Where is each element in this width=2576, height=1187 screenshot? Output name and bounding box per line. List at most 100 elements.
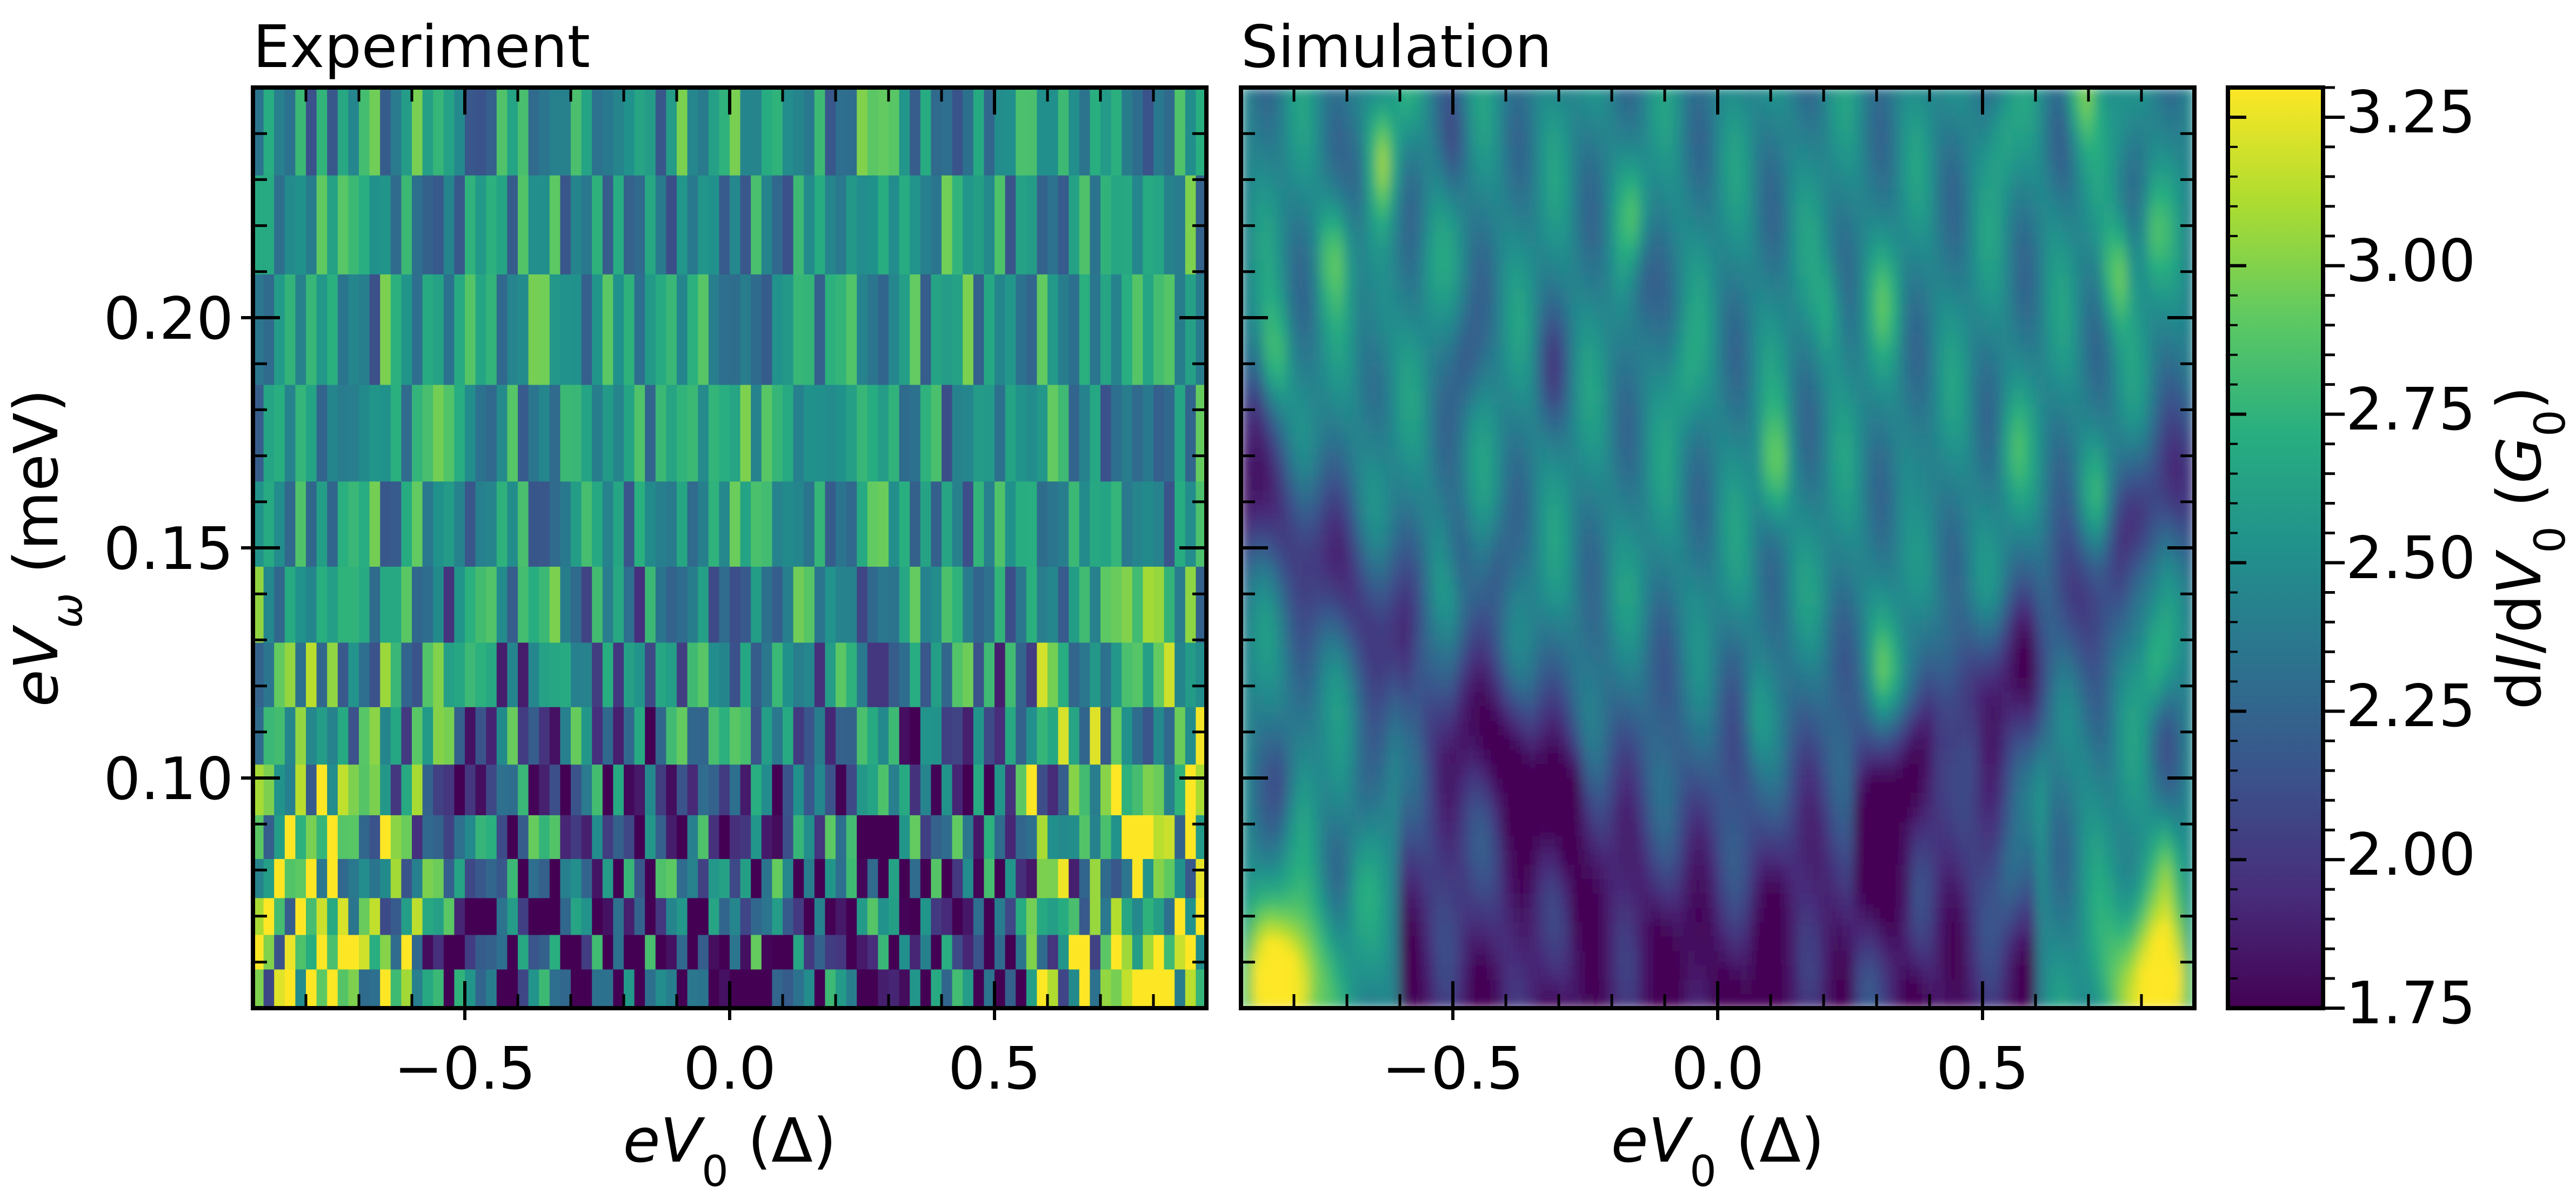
simulation-cell	[2058, 663, 2070, 678]
simulation-cell	[1423, 778, 1434, 793]
simulation-cell	[1933, 663, 1945, 678]
experiment-cell	[634, 481, 645, 567]
simulation-cell	[1752, 591, 1764, 606]
simulation-cell	[1820, 720, 1832, 735]
simulation-cell	[1684, 548, 1696, 563]
simulation-cell	[1423, 692, 1434, 707]
simulation-cell	[1570, 994, 1582, 1008]
simulation-cell	[2172, 763, 2184, 779]
experiment-cell	[412, 897, 423, 935]
simulation-cell	[2115, 447, 2127, 462]
simulation-cell	[1479, 591, 1491, 606]
experiment-cell	[920, 88, 932, 176]
simulation-cell	[1865, 706, 1877, 721]
simulation-cell	[2058, 605, 2070, 620]
experiment-cell	[867, 934, 879, 970]
simulation-cell	[2115, 792, 2127, 807]
experiment-cell	[624, 859, 635, 898]
experiment-cell	[486, 481, 497, 567]
simulation-cell	[1786, 864, 1798, 880]
simulation-cell	[1547, 475, 1559, 491]
simulation-cell	[1525, 663, 1537, 678]
simulation-cell	[1763, 864, 1775, 880]
simulation-cell	[2126, 850, 2138, 865]
experiment-cell	[666, 934, 677, 970]
simulation-cell	[1241, 807, 1253, 822]
experiment-cell	[931, 934, 942, 970]
experiment-cell	[666, 274, 677, 385]
experiment-cell	[634, 384, 645, 482]
experiment-cell	[846, 175, 857, 274]
experiment-cell	[645, 934, 656, 970]
experiment-cell	[1111, 175, 1122, 274]
simulation-cell	[1513, 922, 1525, 937]
simulation-cell	[1933, 821, 1945, 836]
simulation-cell	[1979, 864, 1991, 880]
simulation-cell	[1979, 605, 1991, 620]
simulation-cell	[1423, 490, 1434, 505]
simulation-cell	[1434, 433, 1446, 448]
simulation-cell	[1729, 562, 1741, 577]
experiment-cell	[539, 481, 550, 567]
simulation-cell	[1536, 907, 1548, 922]
simulation-cell	[1547, 792, 1559, 807]
simulation-cell	[1854, 821, 1866, 836]
simulation-cell	[1513, 907, 1525, 922]
simulation-cell	[2036, 461, 2047, 477]
simulation-cell	[1479, 994, 1491, 1008]
experiment-cell	[740, 815, 751, 859]
experiment-cell	[306, 934, 317, 970]
simulation-cell	[1967, 792, 1979, 807]
simulation-cell	[1979, 936, 1991, 951]
simulation-cell	[1309, 663, 1321, 678]
simulation-cell	[1298, 418, 1310, 433]
simulation-cell	[2172, 692, 2184, 707]
simulation-cell	[2104, 692, 2115, 707]
simulation-cell	[2070, 907, 2081, 922]
simulation-cell	[1457, 390, 1469, 405]
experiment-cell	[687, 566, 698, 643]
simulation-cell	[1332, 807, 1344, 822]
simulation-cell	[2138, 505, 2150, 520]
experiment-cell	[486, 566, 497, 643]
experiment-cell	[1026, 274, 1038, 385]
simulation-cell	[1581, 850, 1593, 865]
experiment-cell	[984, 934, 995, 970]
experiment-cell	[539, 274, 550, 385]
simulation-cell	[1967, 720, 1979, 735]
simulation-cell	[1843, 907, 1854, 922]
simulation-cell	[1513, 548, 1525, 563]
experiment-cell	[1005, 706, 1016, 765]
simulation-cell	[1593, 692, 1605, 707]
simulation-cell	[1661, 390, 1673, 405]
simulation-cell	[1933, 404, 1945, 419]
simulation-cell	[1581, 490, 1593, 505]
simulation-cell	[1275, 605, 1287, 620]
simulation-cell	[1899, 821, 1911, 836]
simulation-cell	[1286, 907, 1298, 922]
simulation-cell	[1831, 404, 1843, 419]
experiment-cell	[1005, 642, 1016, 707]
simulation-cell	[1366, 519, 1378, 534]
experiment-cell	[995, 566, 1006, 643]
simulation-cell	[2183, 835, 2194, 850]
simulation-cell	[1264, 634, 1276, 649]
simulation-cell	[1786, 461, 1798, 477]
simulation-cell	[1423, 663, 1434, 678]
simulation-cell	[1877, 735, 1888, 750]
simulation-cell	[1967, 950, 1979, 965]
simulation-cell	[1752, 634, 1764, 649]
simulation-cell	[1525, 433, 1537, 448]
simulation-cell	[1525, 850, 1537, 865]
experiment-cell	[655, 764, 667, 815]
simulation-cell	[1275, 404, 1287, 419]
simulation-cell	[1695, 763, 1707, 779]
simulation-cell	[2104, 605, 2115, 620]
experiment-cell	[528, 859, 539, 898]
experiment-cell	[380, 815, 391, 859]
experiment-cell	[1090, 859, 1101, 898]
simulation-cell	[2092, 490, 2104, 505]
simulation-cell	[1264, 433, 1276, 448]
simulation-cell	[1672, 418, 1684, 433]
simulation-cell	[1525, 735, 1537, 750]
